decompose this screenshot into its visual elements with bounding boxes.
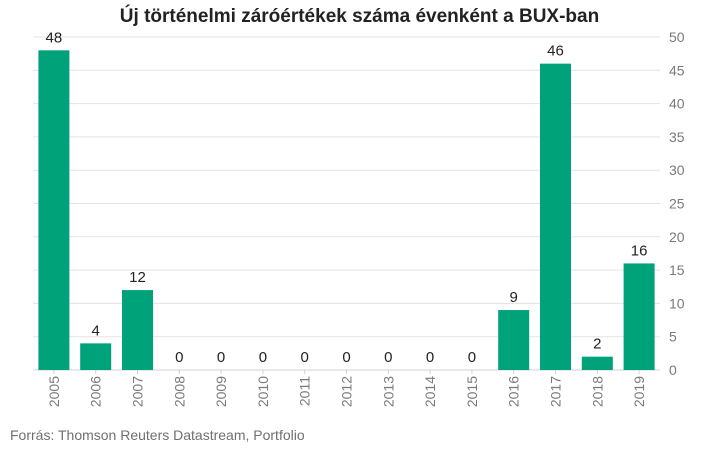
data-label-2013: 0: [384, 349, 392, 366]
data-label-2017: 46: [547, 43, 564, 60]
data-label-2009: 0: [217, 349, 225, 366]
x-tick-label: 2006: [88, 376, 104, 407]
source-note: Forrás: Thomson Reuters Datastream, Port…: [10, 427, 305, 443]
y-tick-label: 15: [669, 262, 685, 278]
bar-2007: [122, 290, 153, 370]
y-tick-label: 25: [669, 196, 685, 212]
y-tick-label: 30: [669, 162, 685, 178]
data-label-2007: 12: [129, 269, 146, 286]
y-tick-label: 20: [669, 229, 685, 245]
y-tick-label: 5: [669, 329, 677, 345]
data-label-2019: 16: [631, 242, 648, 259]
bar-2017: [540, 63, 571, 370]
x-tick-label: 2018: [589, 376, 605, 407]
y-tick-label: 35: [669, 129, 685, 145]
data-label-2011: 0: [301, 349, 309, 366]
data-label-2015: 0: [468, 349, 476, 366]
data-label-2012: 0: [342, 349, 350, 366]
y-tick-label: 50: [669, 29, 685, 45]
x-tick-label: 2014: [422, 376, 438, 407]
y-tick-label: 45: [669, 62, 685, 78]
data-label-2010: 0: [259, 349, 267, 366]
x-tick-label: 2008: [171, 376, 187, 407]
chart-title: Új történelmi záróértékek száma évenként…: [119, 6, 600, 27]
data-label-2005: 48: [46, 29, 63, 46]
x-tick-label: 2011: [297, 376, 313, 406]
bar-2018: [581, 356, 613, 370]
y-tick-label: 10: [669, 295, 685, 311]
data-labels: 48 4 12 0 0 0 0 0 0 0 0 9 46 2 16: [46, 29, 648, 366]
bar-2016: [498, 310, 530, 370]
x-tick-label: 2015: [464, 376, 480, 407]
x-tick-label: 2009: [213, 376, 229, 407]
data-label-2006: 4: [92, 322, 100, 339]
x-tick-label: 2007: [130, 376, 146, 407]
x-tick-label: 2013: [380, 376, 396, 407]
data-label-2016: 9: [510, 289, 518, 306]
x-tick-label: 2012: [339, 376, 355, 407]
data-label-2018: 2: [593, 336, 601, 353]
y-tick-label: 40: [669, 96, 685, 112]
y-axis: 0 5 10 15 20 25 30 35 40 45 50: [669, 29, 685, 378]
bar-2005: [38, 50, 70, 370]
data-label-2014: 0: [426, 349, 434, 366]
data-label-2008: 0: [175, 349, 183, 366]
x-tick-label: 2005: [46, 376, 62, 407]
x-tick-label: 2019: [631, 376, 647, 407]
y-tick-label: 0: [669, 362, 677, 378]
bars: [38, 50, 655, 370]
x-tick-label: 2017: [548, 376, 564, 407]
bar-2006: [80, 343, 112, 370]
bar-2019: [623, 263, 655, 370]
x-tick-label: 2010: [255, 376, 271, 407]
x-tick-label: 2016: [506, 376, 522, 407]
x-axis: 2005 2006 2007 2008 2009 2010 2011 2012 2013 2014…: [46, 370, 647, 407]
